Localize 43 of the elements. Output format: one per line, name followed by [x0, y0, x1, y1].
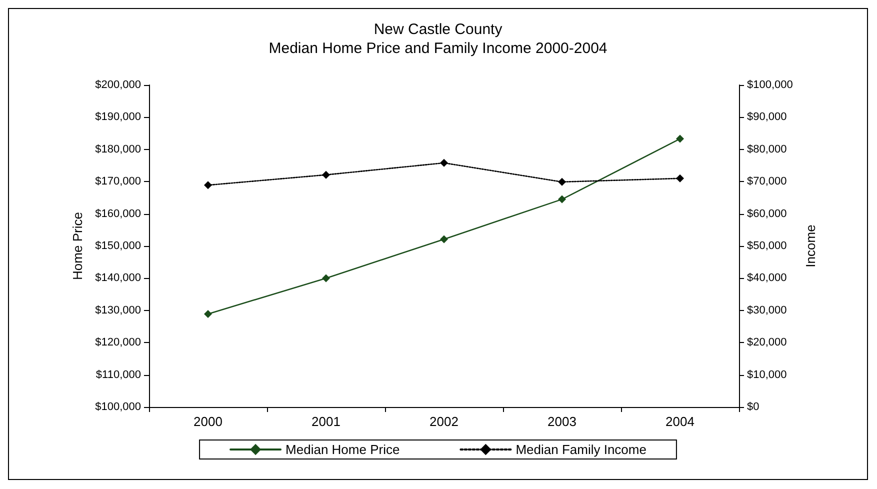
chart-title: New Castle County: [374, 21, 503, 38]
point: [558, 195, 566, 204]
y-tick-label: $110,000: [96, 368, 141, 381]
point: [676, 134, 684, 143]
y2-tick-label: $100,000: [747, 79, 793, 91]
y-tick-label: $140,000: [95, 272, 141, 284]
chart-subtitle: Median Home Price and Family Income 2000-2004: [268, 40, 608, 57]
y2-tick-label: $20,000: [747, 336, 787, 349]
y-axis-title: Home Price: [70, 212, 86, 280]
y-tick-label: $130,000: [95, 304, 141, 316]
y-tick-label: $120,000: [95, 336, 141, 349]
point: [322, 170, 330, 179]
y-tick-label: $190,000: [95, 111, 141, 124]
point: [322, 274, 330, 282]
point: [558, 178, 566, 186]
y2-tick-label: $0: [747, 401, 760, 413]
point: [676, 174, 684, 182]
legend-label: Median Family Income: [516, 442, 646, 457]
x-tick-label: 2004: [666, 414, 694, 429]
y2-tick-label: $90,000: [747, 111, 787, 124]
y2-tick-label: $80,000: [747, 143, 787, 156]
legend-label: Median Home Price: [286, 442, 400, 457]
y2-axis-title: Income: [802, 224, 818, 268]
y-tick-label: $160,000: [95, 208, 141, 220]
point: [440, 235, 448, 244]
x-tick-label: 2001: [312, 414, 340, 429]
y2-tick-label: $50,000: [747, 240, 787, 252]
y-tick-label: $150,000: [95, 240, 141, 252]
point: [204, 181, 212, 190]
y2-tick-label: $60,000: [747, 208, 787, 220]
y-tick-label: $200,000: [95, 79, 141, 91]
y2-tick-label: $40,000: [747, 272, 787, 284]
y2-tick-label: $30,000: [747, 304, 787, 316]
x-tick-label: 2000: [194, 414, 222, 429]
y-tick-label: $100,000: [95, 401, 141, 413]
y-tick-label: $170,000: [95, 176, 141, 188]
point: [440, 158, 448, 167]
x-tick-label: 2003: [548, 414, 576, 429]
point: [204, 310, 212, 318]
x-tick-label: 2002: [430, 414, 458, 429]
y-tick-label: $180,000: [95, 143, 141, 156]
y2-tick-label: $70,000: [747, 176, 787, 188]
y2-tick-label: $10,000: [747, 368, 787, 381]
